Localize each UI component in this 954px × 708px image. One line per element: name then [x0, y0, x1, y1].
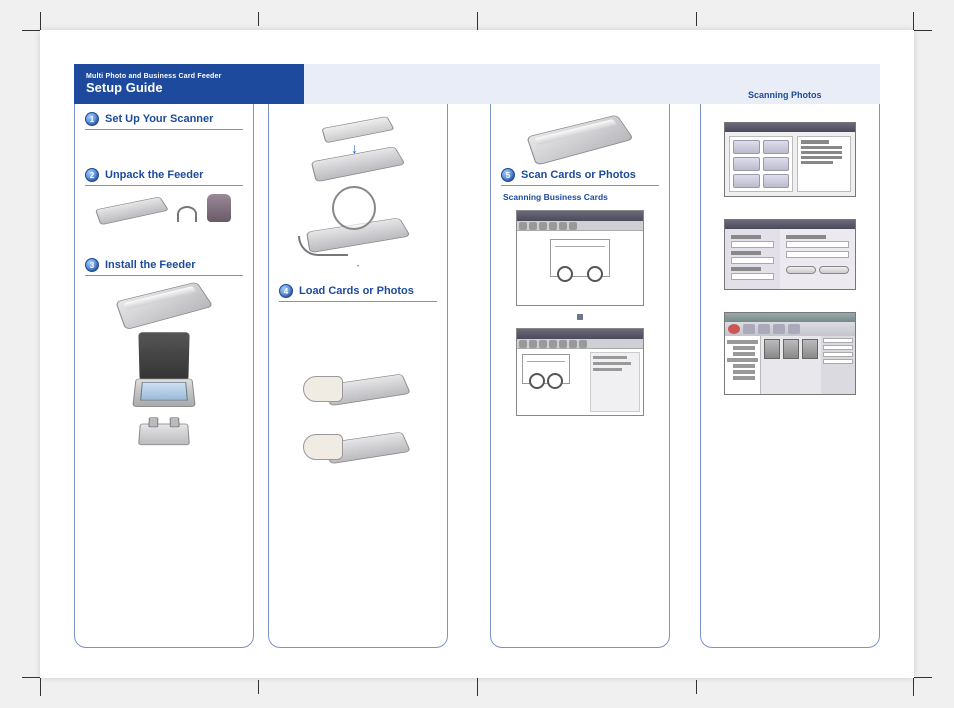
step-set-up-scanner: 1 Set Up Your Scanner: [85, 112, 243, 130]
page: Multi Photo and Business Card Feeder Set…: [40, 30, 914, 678]
crop-mark: [913, 678, 914, 696]
file-browser-screenshot: [724, 312, 856, 395]
step-label: Unpack the Feeder: [105, 169, 203, 181]
header-subtitle: Multi Photo and Business Card Feeder: [86, 73, 292, 80]
crop-mark: [913, 12, 914, 30]
crop-mark: [22, 30, 40, 31]
crop-mark: [40, 678, 41, 696]
panel-3: 5 Scan Cards or Photos Scanning Business…: [490, 104, 670, 648]
step-number-icon: 4: [279, 284, 293, 298]
crop-mark: [477, 12, 478, 30]
crop-mark: [696, 12, 697, 26]
load-card-illustration-2: [269, 422, 447, 472]
step-unpack-feeder: 2 Unpack the Feeder: [85, 168, 243, 186]
crop-mark: [696, 680, 697, 694]
scanner-open-illustration: [75, 332, 253, 412]
crop-mark: [258, 680, 259, 694]
clip-part-icon: [177, 206, 197, 222]
bizcard-app-screenshot-2: [516, 328, 644, 416]
header-title: Setup Guide: [86, 80, 292, 95]
crop-mark: [22, 677, 40, 678]
crop-mark: [40, 12, 41, 30]
cable-connect-illustration: [269, 186, 447, 256]
crop-mark: [477, 678, 478, 696]
header-banner: Multi Photo and Business Card Feeder Set…: [74, 64, 304, 104]
scanner-closed-illustration: [75, 284, 253, 324]
step-label: Load Cards or Photos: [299, 285, 414, 297]
step-scan-cards-photos: 5 Scan Cards or Photos: [501, 168, 659, 186]
step-number-icon: 5: [501, 168, 515, 182]
crop-mark: [258, 12, 259, 26]
unpack-parts-illustration: [85, 194, 243, 222]
step-number-icon: 2: [85, 168, 99, 182]
crop-mark: [914, 30, 932, 31]
scanning-business-cards-subhead: Scanning Business Cards: [503, 192, 657, 202]
step-label: Set Up Your Scanner: [105, 113, 213, 125]
step-number-icon: 3: [85, 258, 99, 272]
bullet-dot-icon: •: [269, 264, 447, 270]
feeder-tray-icon: [95, 197, 169, 226]
hinge-detail-illustration: [75, 420, 253, 448]
step-load-cards-photos: 4 Load Cards or Photos: [279, 284, 437, 302]
scan-settings-dialog-screenshot: [724, 219, 856, 290]
step-number-icon: 1: [85, 112, 99, 126]
load-card-illustration-1: [269, 364, 447, 414]
panel-2: ↓ • 4 Load Cards or Photos: [268, 104, 448, 648]
panel-1: 1 Set Up Your Scanner 2 Unpack the Feede…: [74, 104, 254, 648]
panel-4: [700, 104, 880, 648]
install-attach-illustration: ↓: [269, 118, 447, 178]
step-install-feeder: 3 Install the Feeder: [85, 258, 243, 276]
scanner-ready-illustration: [491, 118, 669, 158]
scan-panel-dialog-screenshot: [724, 122, 856, 197]
crop-mark: [914, 677, 932, 678]
step-label: Scan Cards or Photos: [521, 169, 636, 181]
square-bullet-icon: [577, 314, 583, 320]
accessory-bag-icon: [207, 194, 231, 222]
step-label: Install the Feeder: [105, 259, 195, 271]
header-light-strip: Scanning Photos: [304, 64, 880, 104]
scanning-photos-heading: Scanning Photos: [748, 90, 822, 100]
bizcard-app-screenshot-1: [516, 210, 644, 306]
